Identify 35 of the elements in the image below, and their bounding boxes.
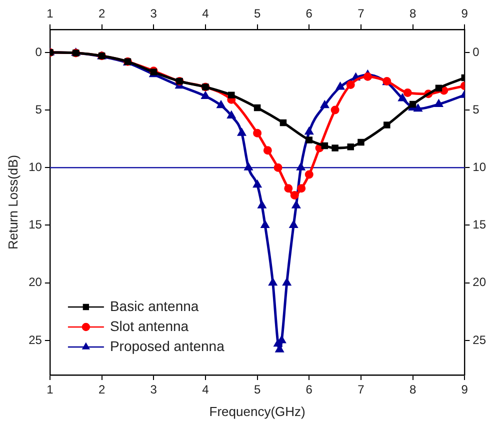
x2-tick-label: 4 xyxy=(202,6,210,21)
y-tick-label: 0 xyxy=(35,44,42,59)
y-tick-label: 25 xyxy=(28,332,42,347)
x2-tick-label: 8 xyxy=(409,6,416,21)
x2-tick-label: 1 xyxy=(46,6,54,21)
y2-tick-label: 20 xyxy=(472,275,486,290)
x-axis-title: Frequency(GHz) xyxy=(209,404,306,419)
y-tick-label: 20 xyxy=(28,275,42,290)
x-tick-label: 2 xyxy=(98,382,106,397)
x-tick-label: 7 xyxy=(358,382,365,397)
x-tick-label: 3 xyxy=(150,382,158,397)
y-axis-title: Return Loss(dB) xyxy=(5,154,20,250)
x-tick-label: 6 xyxy=(306,382,313,397)
x-tick-label: 4 xyxy=(202,382,210,397)
legend-label: Basic antenna xyxy=(110,298,199,314)
legend-label: Slot antenna xyxy=(110,318,189,334)
y2-tick-label: 5 xyxy=(472,102,480,116)
x2-tick-label: 7 xyxy=(358,6,365,21)
x-tick-label: 5 xyxy=(254,382,261,397)
x-tick-label: 9 xyxy=(461,382,468,397)
x2-tick-label: 3 xyxy=(150,6,158,21)
x2-tick-label: 2 xyxy=(98,6,106,21)
y2-tick-label: 0 xyxy=(472,44,480,59)
legend-label: Proposed antenna xyxy=(110,338,225,354)
y2-tick-label: 15 xyxy=(472,218,486,232)
x2-tick-label: 5 xyxy=(254,6,261,21)
x-tick-label: 1 xyxy=(46,382,54,397)
y-tick-label: 10 xyxy=(28,160,42,174)
x-tick-label: 8 xyxy=(409,382,416,397)
y-tick-label: 5 xyxy=(35,102,42,116)
y2-tick-label: 25 xyxy=(472,332,486,347)
y-tick-label: 15 xyxy=(28,218,42,232)
x2-tick-label: 9 xyxy=(461,6,468,21)
x2-tick-label: 6 xyxy=(306,6,313,21)
y2-tick-label: 10 xyxy=(472,160,486,174)
